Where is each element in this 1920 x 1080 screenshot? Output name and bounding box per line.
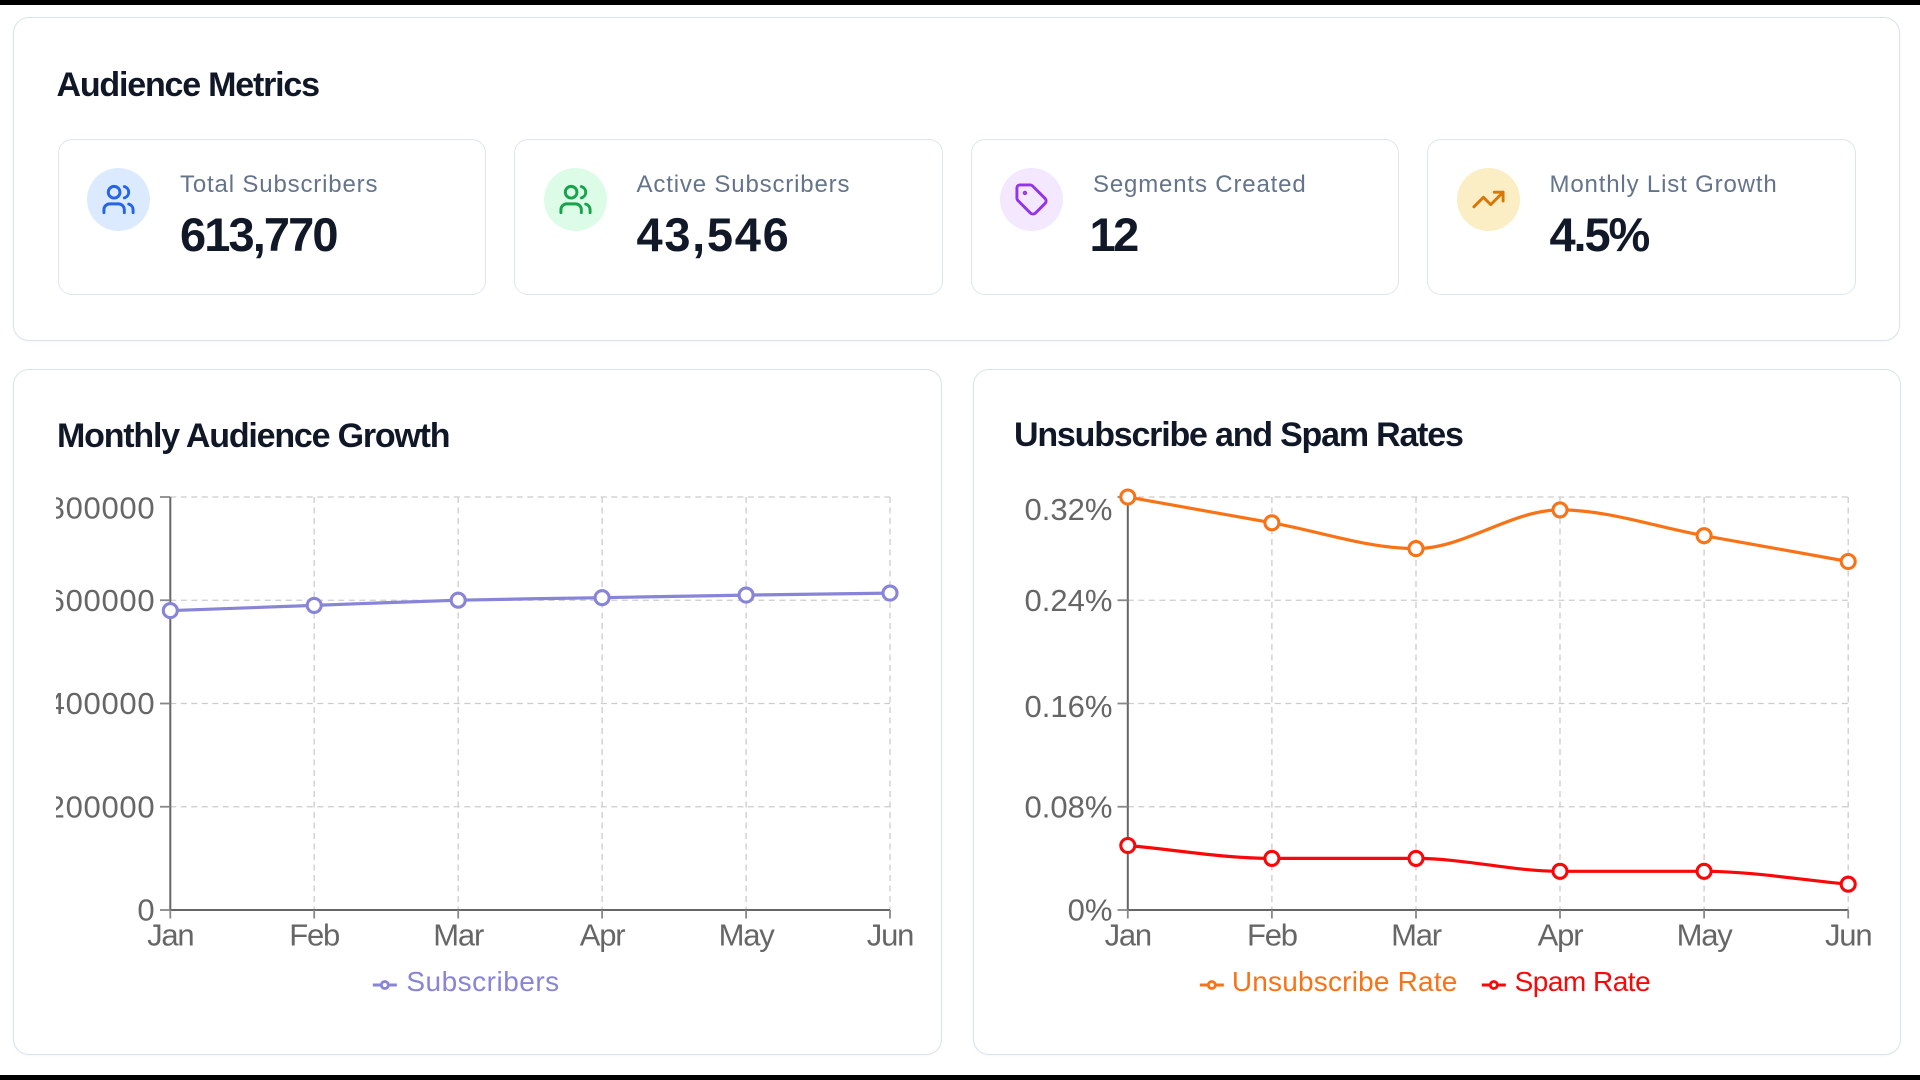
svg-text:600000: 600000 <box>56 583 155 618</box>
svg-text:Jan: Jan <box>147 918 193 953</box>
svg-text:0.08%: 0.08% <box>1024 790 1112 825</box>
svg-text:Mar: Mar <box>1391 918 1442 953</box>
svg-text:0%: 0% <box>1068 893 1113 928</box>
svg-text:Jan: Jan <box>1105 918 1151 953</box>
svg-text:200000: 200000 <box>56 790 155 825</box>
svg-text:Apr: Apr <box>1538 918 1584 953</box>
svg-text:Mar: Mar <box>433 918 484 953</box>
svg-text:Feb: Feb <box>1247 918 1297 953</box>
svg-text:0: 0 <box>137 893 155 928</box>
svg-text:0.24%: 0.24% <box>1024 583 1112 618</box>
svg-text:0.16%: 0.16% <box>1024 689 1112 724</box>
svg-text:Feb: Feb <box>289 918 339 953</box>
svg-text:0.32%: 0.32% <box>1024 492 1112 527</box>
svg-text:400000: 400000 <box>56 686 155 721</box>
svg-text:800000: 800000 <box>56 490 155 525</box>
svg-text:Jun: Jun <box>867 918 913 953</box>
svg-text:May: May <box>719 918 776 953</box>
svg-text:Jun: Jun <box>1825 918 1871 953</box>
svg-text:May: May <box>1677 918 1734 953</box>
svg-text:Apr: Apr <box>580 918 626 953</box>
